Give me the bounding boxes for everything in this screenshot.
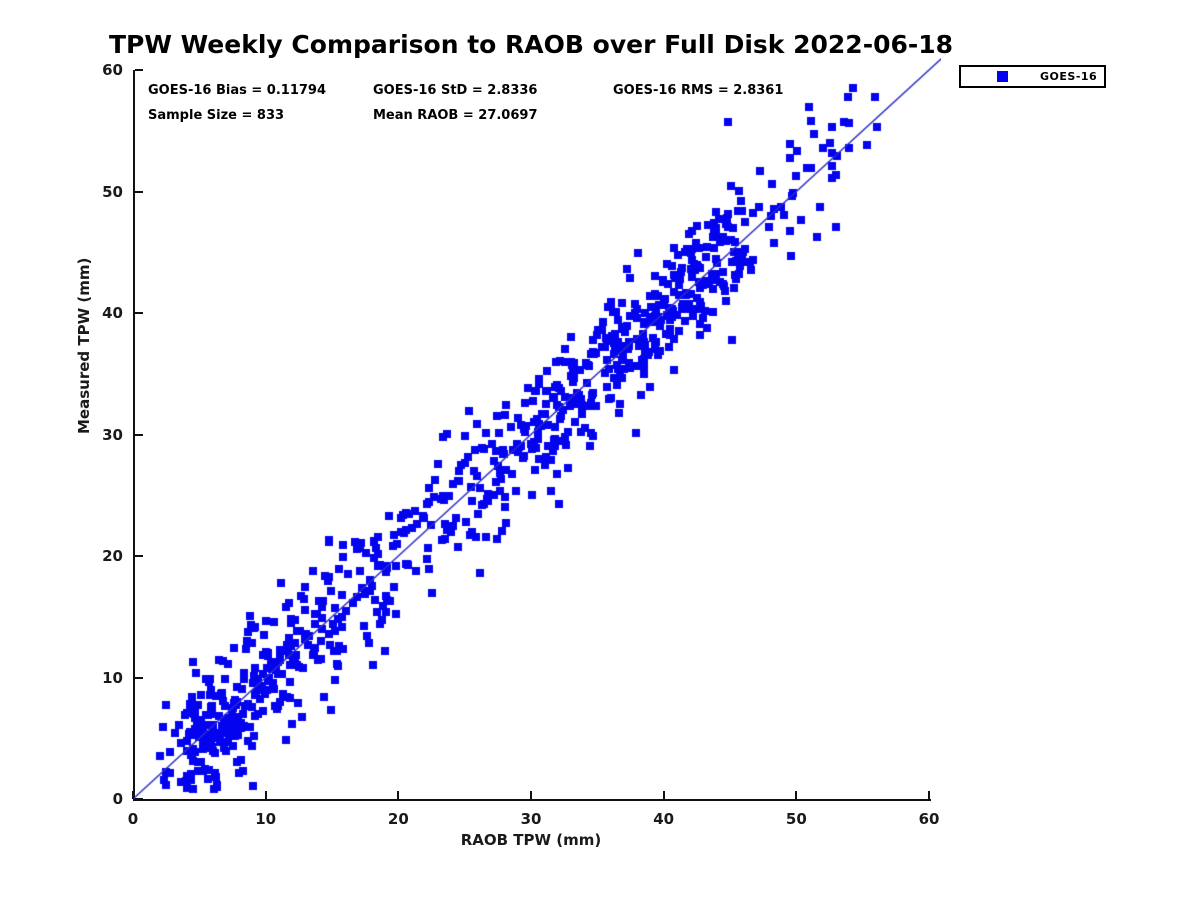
x-tick-mark xyxy=(795,791,798,799)
x-axis-label: RAOB TPW (mm) xyxy=(460,831,602,849)
y-tick-mark xyxy=(135,190,143,193)
x-tick-mark xyxy=(132,791,134,799)
y-tick-label: 20 xyxy=(102,547,123,565)
y-tick-mark xyxy=(135,69,143,71)
x-tick-mark xyxy=(662,791,665,799)
legend-marker-swatch xyxy=(997,71,1008,82)
chart-title: TPW Weekly Comparison to RAOB over Full … xyxy=(108,30,954,59)
y-tick-mark xyxy=(135,555,143,557)
y-tick-label: 50 xyxy=(102,182,123,201)
x-tick-mark xyxy=(264,791,267,799)
y-tick-mark xyxy=(135,798,143,800)
y-tick-label: 40 xyxy=(102,304,123,322)
y-tick-label: 60 xyxy=(102,61,123,79)
x-tick-label: 10 xyxy=(255,810,277,828)
x-tick-mark xyxy=(928,791,930,799)
y-tick-mark xyxy=(135,312,143,314)
scatter-points-and-identity-line xyxy=(133,58,941,799)
x-tick-label: 0 xyxy=(127,810,139,828)
y-tick-label: 30 xyxy=(102,425,123,444)
y-tick-label: 10 xyxy=(102,668,123,687)
legend-label: GOES-16 xyxy=(1040,70,1098,83)
x-tick-mark xyxy=(530,791,532,799)
y-tick-mark xyxy=(135,676,143,679)
x-tick-mark xyxy=(397,791,400,799)
x-tick-label: 60 xyxy=(918,810,940,828)
x-tick-label: 30 xyxy=(520,810,542,828)
x-tick-label: 20 xyxy=(387,810,409,828)
x-tick-label: 40 xyxy=(653,810,675,828)
legend-box: GOES-16 xyxy=(959,65,1106,88)
x-tick-label: 50 xyxy=(785,810,807,828)
y-tick-label: 0 xyxy=(112,790,123,808)
y-tick-mark xyxy=(135,433,143,436)
